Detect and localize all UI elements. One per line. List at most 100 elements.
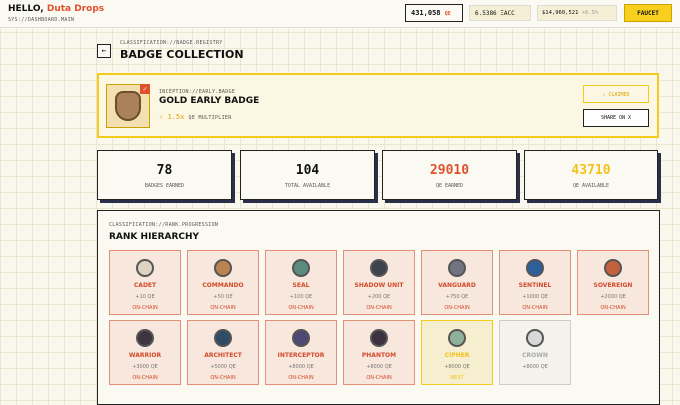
stat-label: TOTAL AVAILABLE [284,183,331,189]
usd-change: +6.5% [581,10,599,16]
rank-reward: +1000 QE [522,294,548,300]
rank-name: SOVEREIGN [593,282,633,289]
stat-value: 43710 [571,163,611,178]
rank-name: COMMANDO [202,282,244,289]
stat-card: 104 TOTAL AVAILABLE [240,150,375,200]
user-name: Duta Drops [46,4,105,14]
rank-status: ON-CHAIN [522,305,548,311]
rank-reward: +2000 QE [600,294,626,300]
rank-status: ON-CHAIN [288,305,314,311]
rank-reward: +10 QE [135,294,155,300]
rank-status: ON-CHAIN [600,305,626,311]
claimed-button[interactable]: ✓ CLAIMED [583,85,649,103]
rank-reward: +5000 QE [210,364,236,370]
rank-card: WARRIOR +3000 QE ON-CHAIN [109,320,181,385]
rank-card: COMMANDO +50 QE ON-CHAIN [187,250,259,315]
rank-name: CIPHER [444,352,470,359]
usd-box: $14,960,521 +6.5% [537,5,617,21]
rank-name: SEAL [292,282,310,289]
greeting-row: HELLO, Duta Drops [8,4,104,14]
rank-reward: +3000 QE [132,364,158,370]
rank-card: PHANTOM +8000 QE ON-CHAIN [343,320,415,385]
badge-icon [115,91,141,121]
rank-tag: CLASSIFICATION://RANK.PROGRESSION [109,222,219,228]
rank-icon [214,329,232,347]
rank-icon [448,329,466,347]
rank-card: CADET +10 QE ON-CHAIN [109,250,181,315]
rank-reward: +8000 QE [444,364,470,370]
sys-path: SYS://DASHBOARD.MAIN [8,17,75,23]
rank-card: VANGUARD +750 QE ON-CHAIN [421,250,493,315]
rank-icon [370,329,388,347]
rank-status: ON-CHAIN [132,305,158,311]
stat-label: QE AVAILABLE [572,183,610,189]
usd-balance: $14,960,521 [542,10,579,16]
qe-unit: QE [444,11,451,17]
multiplier-row: ✧ 1.5x QE MULTIPLIER [159,113,232,121]
rank-name: VANGUARD [438,282,476,289]
rank-name: PHANTOM [361,352,397,359]
stat-value: 104 [295,163,320,178]
rank-name: INTERCEPTOR [277,352,325,359]
rank-icon [448,259,466,277]
share-button[interactable]: SHARE ON X [583,109,649,127]
check-mark: ✓ [140,84,150,94]
rank-reward: +750 QE [445,294,469,300]
stat-card: 78 BADGES EARNED [97,150,232,200]
rank-status: ON-CHAIN [288,375,314,381]
qe-balance: 431,058 QE [405,4,463,22]
multiplier: 1.5x [167,113,185,121]
rank-title: RANK HIERARCHY [109,232,200,242]
rank-status: ON-CHAIN [366,375,392,381]
rank-status: NEXT [450,375,464,381]
rank-card: INTERCEPTOR +8000 QE ON-CHAIN [265,320,337,385]
rank-status: ON-CHAIN [132,375,158,381]
rank-card: SEAL +100 QE ON-CHAIN [265,250,337,315]
rank-name: CADET [133,282,157,289]
rank-reward: +8000 QE [288,364,314,370]
rank-card: CIPHER +8000 QE NEXT [421,320,493,385]
stat-label: QE EARNED [435,183,464,189]
featured-card [97,73,659,138]
stat-card: 43710 QE AVAILABLE [524,150,658,200]
rank-status: ON-CHAIN [366,305,392,311]
stat-card: 29010 QE EARNED [382,150,517,200]
rank-name: WARRIOR [128,352,162,359]
faucet-button[interactable]: FAUCET [624,4,672,22]
featured-name: GOLD EARLY BADGE [159,96,260,106]
stat-label: BADGES EARNED [144,183,185,189]
rank-name: ARCHITECT [204,352,242,359]
rank-icon [604,259,622,277]
rank-name: SENTINEL [518,282,552,289]
page-title: BADGE COLLECTION [120,48,244,61]
rank-icon [136,259,154,277]
rank-status: ON-CHAIN [210,305,236,311]
breadcrumb: CLASSIFICATION://BADGE.REGISTRY [120,40,223,46]
rank-reward: +8000 QE [366,364,392,370]
back-button[interactable]: ← [97,44,111,58]
qe-value: 431,058 [411,9,441,17]
rank-card: SHADOW UNIT +200 QE ON-CHAIN [343,250,415,315]
rank-card: SENTINEL +1000 QE ON-CHAIN [499,250,571,315]
rank-reward: +100 QE [289,294,313,300]
rank-status: ON-CHAIN [444,305,470,311]
rank-card: ARCHITECT +5000 QE ON-CHAIN [187,320,259,385]
rank-name: CROWN [522,352,548,359]
stat-value: 78 [156,163,173,178]
rank-icon [136,329,154,347]
rank-reward: +8000 QE [522,364,548,370]
rank-icon [292,329,310,347]
rank-icon [214,259,232,277]
greeting: HELLO, [8,4,44,14]
rank-icon [292,259,310,277]
rank-card: SOVEREIGN +2000 QE ON-CHAIN [577,250,649,315]
rank-reward: +200 QE [367,294,391,300]
multiplier-label: QE MULTIPLIER [188,115,232,121]
rank-icon [370,259,388,277]
rank-card: CROWN +8000 QE [499,320,571,385]
rank-status: ON-CHAIN [210,375,236,381]
featured-tag: INCEPTION://EARLY.BADGE [159,89,236,95]
stat-value: 29010 [429,163,470,178]
token-balance: 6.5386 ΞACC [469,5,531,21]
